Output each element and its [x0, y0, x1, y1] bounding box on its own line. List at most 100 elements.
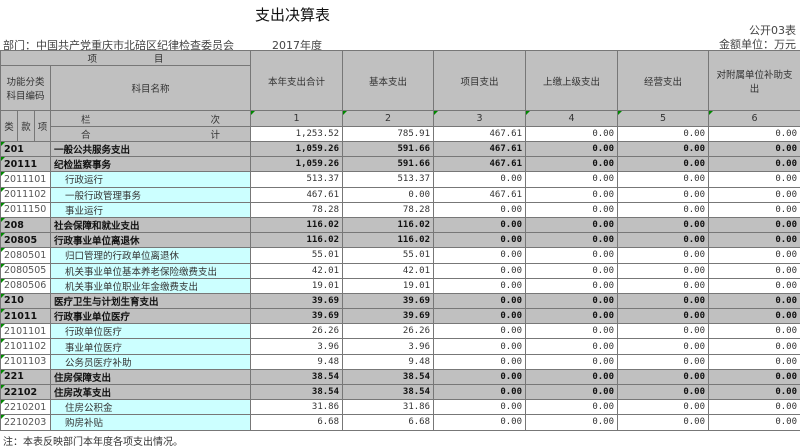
- row-value-6[interactable]: 0.00: [709, 217, 800, 232]
- row-value-3[interactable]: 0.00: [434, 202, 526, 217]
- row-value-3[interactable]: 0.00: [434, 248, 526, 263]
- row-value-5[interactable]: 0.00: [618, 385, 709, 400]
- row-value-2[interactable]: 78.28: [343, 202, 434, 217]
- row-value-4[interactable]: 0.00: [526, 415, 618, 430]
- row-value-3[interactable]: 0.00: [434, 324, 526, 339]
- row-code[interactable]: 221: [1, 369, 51, 384]
- row-value-1[interactable]: 26.26: [251, 324, 343, 339]
- row-name[interactable]: 购房补贴: [51, 415, 251, 430]
- row-value-1[interactable]: 38.54: [251, 369, 343, 384]
- row-code[interactable]: 2080506: [1, 278, 51, 293]
- row-value-6[interactable]: 0.00: [709, 157, 800, 172]
- row-value-2[interactable]: 6.68: [343, 415, 434, 430]
- row-value-5[interactable]: 0.00: [618, 187, 709, 202]
- row-value-5[interactable]: 0.00: [618, 217, 709, 232]
- row-value-5[interactable]: 0.00: [618, 324, 709, 339]
- row-value-4[interactable]: 0.00: [526, 400, 618, 415]
- row-value-6[interactable]: 0.00: [709, 248, 800, 263]
- row-value-3[interactable]: 0.00: [434, 217, 526, 232]
- row-name[interactable]: 一般行政管理事务: [51, 187, 251, 202]
- row-code[interactable]: 2101102: [1, 339, 51, 354]
- row-code[interactable]: 2101101: [1, 324, 51, 339]
- row-value-2[interactable]: 591.66: [343, 157, 434, 172]
- row-value-3[interactable]: 0.00: [434, 233, 526, 248]
- row-value-3[interactable]: 0.00: [434, 385, 526, 400]
- row-value-2[interactable]: 42.01: [343, 263, 434, 278]
- row-value-6[interactable]: 0.00: [709, 354, 800, 369]
- row-value-2[interactable]: 38.54: [343, 385, 434, 400]
- row-name[interactable]: 事业运行: [51, 202, 251, 217]
- row-value-5[interactable]: 0.00: [618, 309, 709, 324]
- row-value-1[interactable]: 116.02: [251, 233, 343, 248]
- row-value-3[interactable]: 467.61: [434, 157, 526, 172]
- row-value-3[interactable]: 0.00: [434, 172, 526, 187]
- row-value-6[interactable]: 0.00: [709, 278, 800, 293]
- row-value-1[interactable]: 9.48: [251, 354, 343, 369]
- row-code[interactable]: 2210201: [1, 400, 51, 415]
- row-name[interactable]: 行政单位医疗: [51, 324, 251, 339]
- row-value-5[interactable]: 0.00: [618, 339, 709, 354]
- row-value-5[interactable]: 0.00: [618, 400, 709, 415]
- row-value-3[interactable]: 0.00: [434, 293, 526, 308]
- row-value-5[interactable]: 0.00: [618, 248, 709, 263]
- row-value-1[interactable]: 39.69: [251, 293, 343, 308]
- row-value-2[interactable]: 0.00: [343, 187, 434, 202]
- row-code[interactable]: 22102: [1, 385, 51, 400]
- row-code[interactable]: 2080505: [1, 263, 51, 278]
- row-name[interactable]: 行政事业单位医疗: [51, 309, 251, 324]
- row-name[interactable]: 住房保障支出: [51, 369, 251, 384]
- row-value-2[interactable]: 116.02: [343, 217, 434, 232]
- row-value-4[interactable]: 0.00: [526, 157, 618, 172]
- row-name[interactable]: 一般公共服务支出: [51, 142, 251, 157]
- row-name[interactable]: 社会保障和就业支出: [51, 217, 251, 232]
- row-value-2[interactable]: 26.26: [343, 324, 434, 339]
- row-value-6[interactable]: 0.00: [709, 172, 800, 187]
- row-value-5[interactable]: 0.00: [618, 263, 709, 278]
- row-value-6[interactable]: 0.00: [709, 400, 800, 415]
- row-value-5[interactable]: 0.00: [618, 293, 709, 308]
- row-value-5[interactable]: 0.00: [618, 157, 709, 172]
- row-value-5[interactable]: 0.00: [618, 354, 709, 369]
- row-value-6[interactable]: 0.00: [709, 385, 800, 400]
- row-code[interactable]: 208: [1, 217, 51, 232]
- row-value-4[interactable]: 0.00: [526, 293, 618, 308]
- row-value-3[interactable]: 0.00: [434, 354, 526, 369]
- row-code[interactable]: 20111: [1, 157, 51, 172]
- row-value-6[interactable]: 0.00: [709, 233, 800, 248]
- row-value-3[interactable]: 0.00: [434, 369, 526, 384]
- row-code[interactable]: 20805: [1, 233, 51, 248]
- row-value-4[interactable]: 0.00: [526, 339, 618, 354]
- row-name[interactable]: 住房公积金: [51, 400, 251, 415]
- row-code[interactable]: 2011150: [1, 202, 51, 217]
- row-value-4[interactable]: 0.00: [526, 354, 618, 369]
- row-value-3[interactable]: 0.00: [434, 278, 526, 293]
- row-value-4[interactable]: 0.00: [526, 324, 618, 339]
- row-value-2[interactable]: 39.69: [343, 309, 434, 324]
- row-value-1[interactable]: 116.02: [251, 217, 343, 232]
- row-value-1[interactable]: 31.86: [251, 400, 343, 415]
- row-value-4[interactable]: 0.00: [526, 172, 618, 187]
- row-value-6[interactable]: 0.00: [709, 142, 800, 157]
- row-value-4[interactable]: 0.00: [526, 263, 618, 278]
- row-value-4[interactable]: 0.00: [526, 248, 618, 263]
- row-code[interactable]: 210: [1, 293, 51, 308]
- row-value-3[interactable]: 0.00: [434, 400, 526, 415]
- row-value-5[interactable]: 0.00: [618, 172, 709, 187]
- row-value-5[interactable]: 0.00: [618, 202, 709, 217]
- row-value-4[interactable]: 0.00: [526, 217, 618, 232]
- row-value-4[interactable]: 0.00: [526, 385, 618, 400]
- row-value-1[interactable]: 1,059.26: [251, 157, 343, 172]
- row-name[interactable]: 行政运行: [51, 172, 251, 187]
